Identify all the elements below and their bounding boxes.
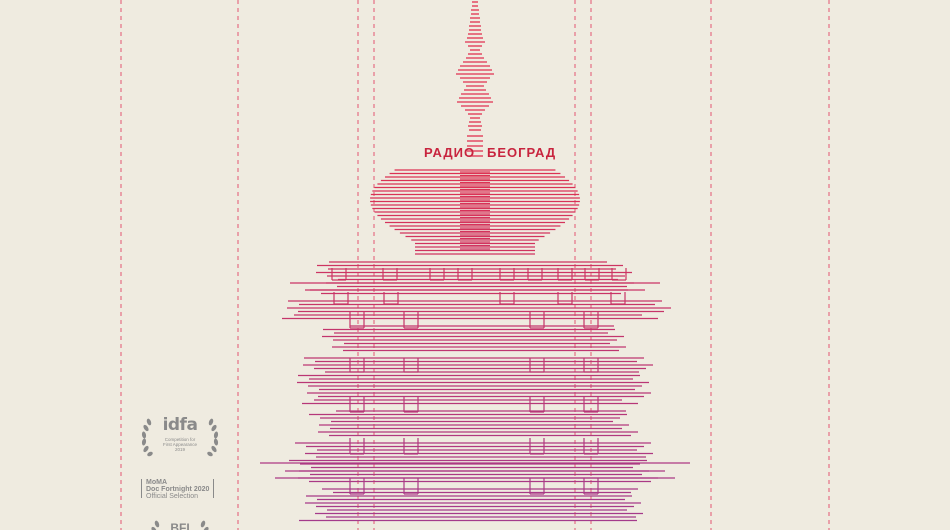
laurel-left-icon bbox=[151, 520, 160, 530]
idfa-logo: idfa bbox=[162, 415, 198, 435]
laurel-right-icon bbox=[207, 418, 219, 457]
idfa-award-year: 2019 bbox=[174, 447, 185, 452]
sign-word-beograd: БЕОГРАД bbox=[487, 145, 557, 160]
bfi-logo: BFI bbox=[170, 521, 190, 530]
moma-label: MoMA bbox=[146, 479, 167, 486]
bfi-laurel: BFI bbox=[140, 518, 220, 530]
idfa-laurel: idfa Competition for First Appearance 20… bbox=[140, 416, 220, 458]
tower-line-art bbox=[260, 1, 690, 522]
moma-selection-badge: MoMA Doc Fortnight 2020 Official Selecti… bbox=[141, 479, 215, 500]
idfa-award-line-2: First Appearance bbox=[162, 442, 198, 447]
laurel-left-icon bbox=[141, 418, 153, 457]
sign-word-radio: РАДИО bbox=[424, 145, 476, 160]
laurel-right-icon bbox=[200, 520, 209, 530]
idfa-award-line-1: Competition for bbox=[164, 437, 196, 442]
moma-event: Doc Fortnight 2020 bbox=[146, 486, 210, 493]
moma-status: Official Selection bbox=[146, 493, 199, 500]
